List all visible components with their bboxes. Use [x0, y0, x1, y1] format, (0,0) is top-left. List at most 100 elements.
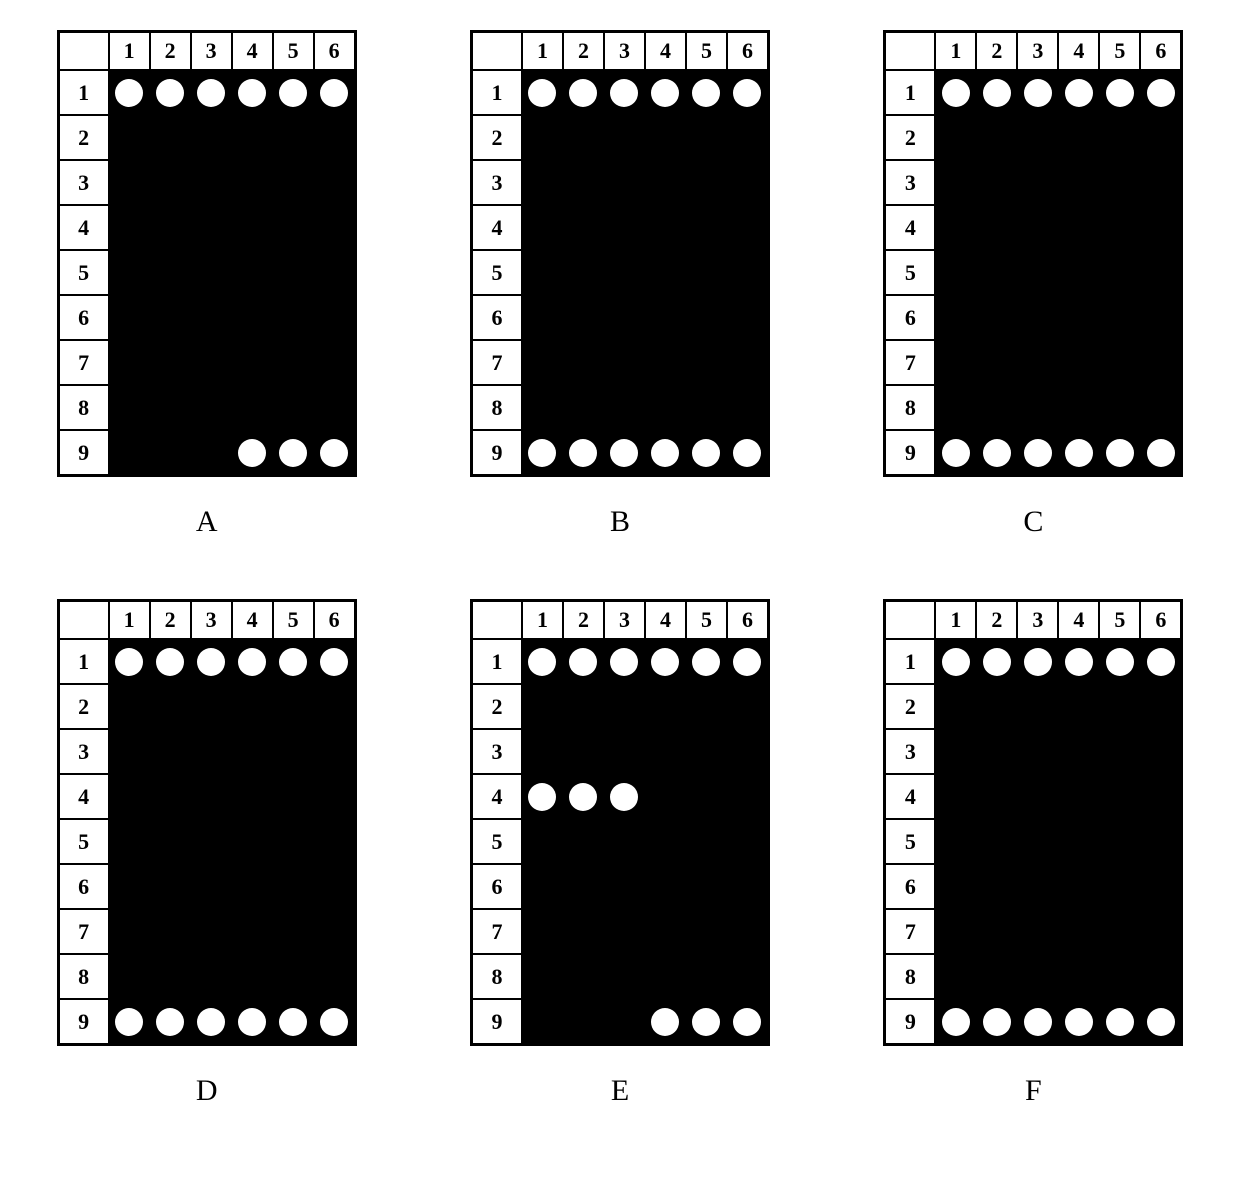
- plate-cell: [1017, 385, 1058, 430]
- spot-icon: [692, 439, 720, 467]
- plate-cell: [150, 295, 191, 340]
- spot-icon: [1106, 648, 1134, 676]
- plate-cell: [522, 385, 563, 430]
- plate-cell: [109, 295, 150, 340]
- plate-cell: [727, 385, 768, 430]
- plate-cell: [232, 684, 273, 729]
- plate-cell: [645, 70, 686, 115]
- plate-cell: [150, 205, 191, 250]
- plate-cell: [109, 954, 150, 999]
- plate-cell: [273, 430, 314, 475]
- plate-cell: [150, 385, 191, 430]
- plate-cell: [109, 160, 150, 205]
- spot-icon: [528, 783, 556, 811]
- plate-cell: [1058, 115, 1099, 160]
- plate-cell: [727, 295, 768, 340]
- plate-cell: [976, 774, 1017, 819]
- plate-cell: [1140, 909, 1181, 954]
- plate-cell: [563, 70, 604, 115]
- plate-cell: [686, 340, 727, 385]
- row-header: 6: [472, 295, 522, 340]
- plate-cell: [191, 999, 232, 1044]
- plate-cell: [314, 295, 355, 340]
- plate-cell: [935, 819, 976, 864]
- plate-cell: [727, 954, 768, 999]
- plate-cell: [604, 70, 645, 115]
- plate-cell: [273, 729, 314, 774]
- plate-cell: [935, 205, 976, 250]
- row-header: 5: [472, 819, 522, 864]
- col-header: 4: [232, 601, 273, 639]
- plate-cell: [727, 684, 768, 729]
- plate-cell: [645, 639, 686, 684]
- spot-icon: [197, 648, 225, 676]
- row-header: 9: [885, 430, 935, 475]
- col-header: 2: [976, 601, 1017, 639]
- row-header: 7: [59, 909, 109, 954]
- plate-cell: [1058, 729, 1099, 774]
- plate-cell: [522, 819, 563, 864]
- plate-cell: [314, 999, 355, 1044]
- plate-cell: [232, 250, 273, 295]
- row-header: 2: [885, 684, 935, 729]
- plate-cell: [1058, 205, 1099, 250]
- spot-icon: [610, 439, 638, 467]
- plate-cell: [1017, 819, 1058, 864]
- spot-icon: [733, 439, 761, 467]
- spot-icon: [651, 79, 679, 107]
- row-header: 8: [59, 954, 109, 999]
- plate-cell: [150, 684, 191, 729]
- col-header: 4: [1058, 601, 1099, 639]
- spot-icon: [733, 648, 761, 676]
- col-header: 1: [109, 32, 150, 70]
- plate-cell: [314, 684, 355, 729]
- plate-cell: [1058, 70, 1099, 115]
- plate-cell: [604, 205, 645, 250]
- plate-cell: [232, 774, 273, 819]
- plate-cell: [1099, 205, 1140, 250]
- row-header: 2: [885, 115, 935, 160]
- plate-cell: [1099, 70, 1140, 115]
- plate-cell: [1099, 295, 1140, 340]
- plate-cell: [976, 729, 1017, 774]
- plate-cell: [1140, 774, 1181, 819]
- col-header: 5: [273, 601, 314, 639]
- plate-cell: [522, 70, 563, 115]
- spot-icon: [1024, 648, 1052, 676]
- spot-icon: [1065, 1008, 1093, 1036]
- spot-icon: [569, 783, 597, 811]
- plate-cell: [686, 774, 727, 819]
- plate-cell: [109, 115, 150, 160]
- plate-cell: [727, 160, 768, 205]
- plate-cell: [727, 819, 768, 864]
- plate-cell: [1017, 295, 1058, 340]
- spot-icon: [528, 648, 556, 676]
- plate-cell: [976, 909, 1017, 954]
- panel-wrap: 123456123456789C: [857, 30, 1210, 539]
- spot-icon: [569, 79, 597, 107]
- spot-icon: [569, 648, 597, 676]
- row-header: 7: [885, 909, 935, 954]
- plate-cell: [191, 954, 232, 999]
- panel-label: A: [196, 505, 218, 539]
- row-header: 7: [472, 909, 522, 954]
- plate-cell: [976, 385, 1017, 430]
- col-header: 6: [1140, 32, 1181, 70]
- plate-cell: [109, 774, 150, 819]
- row-header: 5: [472, 250, 522, 295]
- plate-cell: [935, 999, 976, 1044]
- plate-cell: [232, 909, 273, 954]
- plate-cell: [563, 909, 604, 954]
- plate-cell: [109, 819, 150, 864]
- plate-cell: [109, 340, 150, 385]
- col-header: 4: [645, 32, 686, 70]
- plate-cell: [150, 340, 191, 385]
- col-header: 3: [604, 601, 645, 639]
- plate-cell: [935, 115, 976, 160]
- plate-cell: [645, 954, 686, 999]
- plate-cell: [1099, 115, 1140, 160]
- plate-cell: [563, 115, 604, 160]
- col-header: 2: [976, 32, 1017, 70]
- plate-cell: [314, 639, 355, 684]
- plate-cell: [522, 864, 563, 909]
